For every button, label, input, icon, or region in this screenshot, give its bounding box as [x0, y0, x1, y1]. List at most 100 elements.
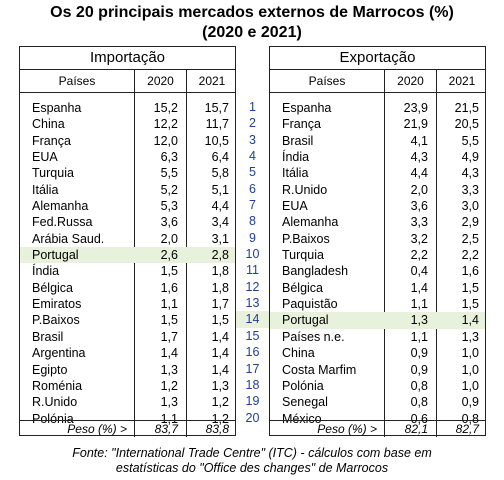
- table-row: Arábia Saud. 2,0 3,1: [20, 231, 235, 247]
- value-2021: 11,7: [205, 117, 229, 132]
- table-row: Países n.e. 1,1 1,3: [270, 329, 485, 345]
- export-column-headers: Países 2020 2021: [270, 70, 485, 93]
- table-row: Turquia 5,5 5,8: [20, 165, 235, 181]
- rank-number: 18: [245, 377, 260, 392]
- rank-number: 4: [249, 149, 256, 164]
- value-2020: 12,0: [153, 133, 178, 148]
- country-name: R.Unido: [32, 395, 78, 410]
- country-name: R.Unido: [282, 182, 328, 197]
- rank-number: 13: [245, 296, 260, 311]
- value-2021: 4,9: [461, 150, 479, 165]
- value-2021: 2,2: [461, 248, 479, 263]
- import-rows: Espanha 15,2 15,7 China 12,2 11,7 França 12,0 10…: [20, 100, 235, 427]
- value-2021: 5,5: [461, 133, 479, 148]
- rank-number: 15: [245, 328, 260, 343]
- rank-column: 1 2 3 4 5 6 7 8 9 10 11 12 13 14 15 16 17 18 19 20: [236, 99, 269, 426]
- rank-number: 6: [249, 181, 256, 196]
- value-2020: 1,4: [410, 280, 428, 295]
- value-2020: 0,4: [410, 264, 428, 279]
- value-2021: 1,8: [211, 280, 229, 295]
- column-divider: [436, 93, 437, 437]
- country-name: Turquia: [282, 248, 324, 263]
- rank-number: 19: [245, 394, 260, 409]
- value-2021: 1,8: [211, 264, 229, 279]
- table-row: P.Baixos 3,2 2,5: [270, 231, 485, 247]
- value-2021: 1,0: [461, 346, 479, 361]
- value-2021: 3,0: [461, 199, 479, 214]
- country-name: França: [32, 133, 71, 148]
- country-name: China: [32, 117, 65, 132]
- value-2020: 1,3: [410, 313, 428, 328]
- value-2021: 1,4: [211, 329, 229, 344]
- table-row: Portugal 2,6 2,8: [20, 247, 235, 264]
- value-2021: 1,4: [211, 346, 229, 361]
- value-2021: 1,3: [211, 378, 229, 393]
- table-row: Costa Marfim 0,9 1,0: [270, 362, 485, 378]
- source-note-continued: estatísticas do "Office des changes" de …: [115, 461, 389, 475]
- country-name: Costa Marfim: [282, 362, 357, 377]
- country-name: Bélgica: [32, 280, 73, 295]
- import-weight-row: Peso (%) > 83,7 83,8: [20, 420, 235, 438]
- table-row: Paquistão 1,1 1,5: [270, 296, 485, 312]
- rank-number: 11: [246, 263, 259, 278]
- value-2020: 0,8: [410, 378, 428, 393]
- rank-number: 7: [249, 198, 256, 213]
- column-divider: [384, 93, 385, 437]
- rank-number: 8: [249, 214, 256, 229]
- table-row: EUA 3,6 3,0: [270, 198, 485, 214]
- table-row: China 0,9 1,0: [270, 345, 485, 361]
- table-row: Turquia 2,2 2,2: [270, 247, 485, 263]
- value-2020: 1,3: [160, 362, 178, 377]
- country-name: Arábia Saud.: [32, 231, 105, 246]
- value-2021: 1,6: [461, 264, 479, 279]
- value-2021: 1,5: [461, 297, 479, 312]
- value-2021: 15,7: [204, 101, 229, 115]
- rank-number: 16: [245, 345, 260, 360]
- table-row: França 12,0 10,5: [20, 133, 235, 149]
- rank-number: 9: [249, 230, 256, 245]
- country-name: Alemanha: [282, 215, 339, 230]
- rank-number: 20: [245, 410, 260, 425]
- year-2021-header: 2021: [436, 70, 487, 92]
- value-2020: 21,9: [403, 117, 428, 132]
- value-2021: 1,5: [211, 313, 229, 328]
- country-name: Espanha: [32, 101, 82, 115]
- value-2021: 1,7: [211, 297, 229, 312]
- table-row: Fed.Russa 3,6 3,4: [20, 214, 235, 230]
- value-2020: 2,2: [410, 248, 428, 263]
- value-2021: 6,4: [211, 150, 229, 165]
- value-2021: 4,4: [211, 199, 229, 214]
- weight-label: Peso (%) >: [317, 422, 377, 436]
- rank-number: 17: [245, 361, 260, 376]
- value-2020: 3,6: [410, 199, 428, 214]
- value-2021: 1,0: [461, 378, 479, 393]
- value-2021: 1,5: [461, 280, 479, 295]
- export-rows: Espanha 23,9 21,5 França 21,9 20,5 Brasil 4,1 5,…: [270, 100, 485, 427]
- table-row: Bélgica 1,6 1,8: [20, 280, 235, 296]
- table-row: Espanha 23,9 21,5: [270, 100, 485, 116]
- value-2020: 1,1: [410, 329, 428, 344]
- table-row: Índia 4,3 4,9: [270, 149, 485, 165]
- table-row: Argentina 1,4 1,4: [20, 345, 235, 361]
- table-row: Egipto 1,3 1,4: [20, 362, 235, 378]
- table-row: Bélgica 1,4 1,5: [270, 280, 485, 296]
- value-2020: 1,1: [410, 297, 428, 312]
- table-row: P.Baixos 1,5 1,5: [20, 312, 235, 328]
- country-name: China: [282, 346, 315, 361]
- weight-2021: 83,8: [205, 422, 229, 436]
- country-name: México: [282, 411, 322, 426]
- country-name: Portugal: [282, 313, 329, 328]
- year-2020-header: 2020: [384, 70, 436, 92]
- country-name: P.Baixos: [32, 313, 80, 328]
- table-row: França 21,9 20,5: [270, 116, 485, 132]
- country-name: Índia: [282, 150, 310, 165]
- rank-number: 2: [249, 116, 256, 131]
- value-2021: 3,3: [461, 182, 479, 197]
- import-column-headers: Países 2020 2021: [20, 70, 235, 93]
- value-2021: 3,1: [211, 231, 229, 246]
- value-2020: 4,3: [410, 150, 428, 165]
- value-2021: 1,0: [461, 362, 479, 377]
- value-2021: 3,4: [211, 215, 229, 230]
- value-2020: 2,0: [160, 231, 178, 246]
- country-name: Polónia: [282, 378, 324, 393]
